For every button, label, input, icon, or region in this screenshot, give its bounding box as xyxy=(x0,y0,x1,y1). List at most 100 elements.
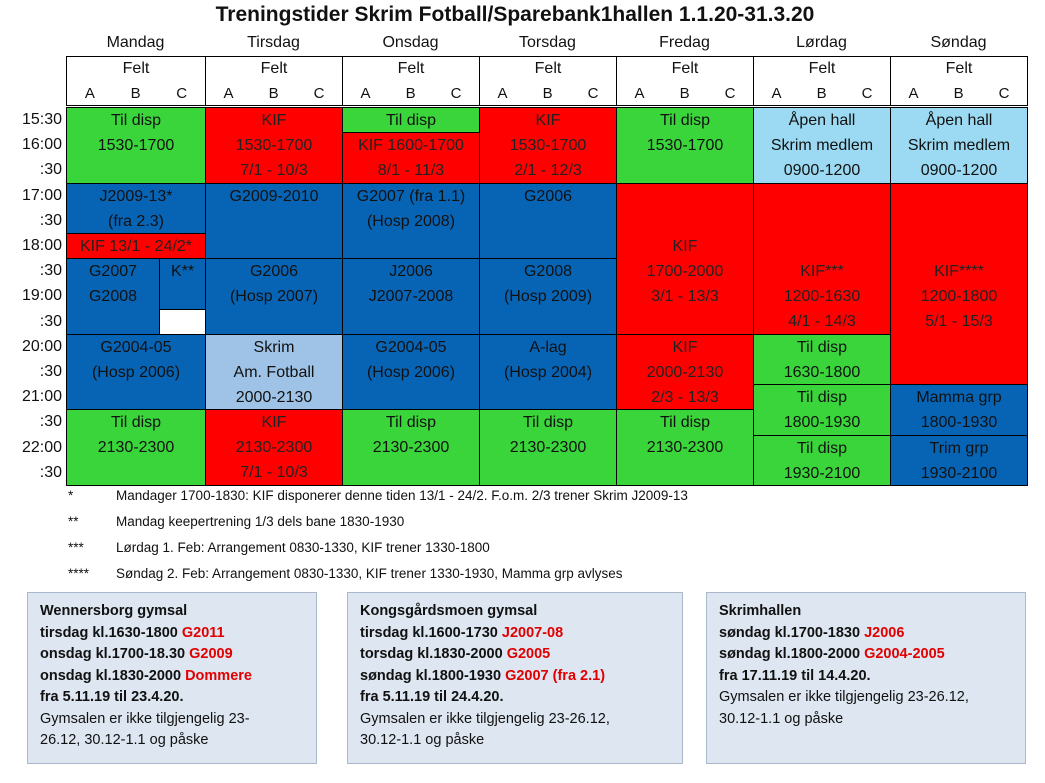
box-line-team: J2007-08 xyxy=(501,624,564,641)
schedule-cell-sun-kif: KIF**** 1200-1800 5/1 - 15/3 xyxy=(890,182,1028,386)
schedule-cell-wed-g2007: G2007 (fra 1.1) (Hosp 2008) xyxy=(342,182,480,260)
cell-text: 0900-1200 xyxy=(920,162,998,179)
cell-text: J2006 xyxy=(389,263,433,281)
cell-text: Til disp xyxy=(796,439,848,457)
felt-header-0: Felt A B C xyxy=(66,56,206,106)
schedule-cell-tue-g2006: G2006 (Hosp 2007) xyxy=(205,258,343,335)
cell-text: Til disp xyxy=(796,338,848,356)
schedule-cell-mon-k: K** xyxy=(159,258,206,310)
box-line-team: G2005 xyxy=(506,646,551,662)
box-line-text: søndag kl.1800-1930 xyxy=(360,667,506,684)
field-C: C xyxy=(587,85,599,102)
schedule-cell-sat-til-b: Til disp 1800-1930 xyxy=(753,384,891,436)
schedule-cell-tue-kif-2: KIF 2130-2300 7/1 - 10/3 xyxy=(205,409,343,486)
cell-text: G2008 xyxy=(88,288,138,306)
day-name-6: Søndag xyxy=(930,34,987,51)
schedule-cell-sun-trim: Trim grp 1930-2100 xyxy=(890,434,1028,486)
cell-text: (fra 2.3) xyxy=(107,212,164,230)
cell-text: 2130-2300 xyxy=(97,439,175,457)
cell-text: 8/1 - 11/3 xyxy=(377,162,445,180)
cell-text: Til disp xyxy=(110,414,162,432)
box-line: søndag kl.1800-2000 G2004-2005 xyxy=(719,644,1013,666)
box-note: Gymsalen er ikke tilgjengelig 23-26.12, xyxy=(719,689,969,705)
time-label: 16:00 xyxy=(21,136,62,154)
cell-text: KIF xyxy=(672,237,698,255)
cell-text: 2130-2300 xyxy=(235,439,313,457)
cell-text: 2000-2130 xyxy=(235,388,313,406)
footnote-symbol: *** xyxy=(68,540,84,555)
time-label: 22:00 xyxy=(21,438,62,456)
box-line-team: G2004-2005 xyxy=(864,646,945,662)
felt-label: Felt xyxy=(122,60,150,77)
box-line: onsdag kl.1700-18.30 G2009 xyxy=(40,644,304,666)
field-B: B xyxy=(405,85,416,102)
cell-text: 2/1 - 12/3 xyxy=(514,162,582,179)
cell-text: 1200-1630 xyxy=(783,288,861,306)
box-title: Wennersborg gymsal xyxy=(40,603,188,619)
field-letters: A B C xyxy=(891,85,1027,102)
cell-text: KIF**** xyxy=(934,263,984,281)
schedule-cell-sun-apen: Åpen hall Skrim medlem 0900-1200 xyxy=(890,107,1028,184)
cell-text: Am. Fotball xyxy=(233,363,315,381)
field-A: A xyxy=(360,85,371,102)
box-title: Skrimhallen xyxy=(719,603,802,619)
cell-text: 4/1 - 14/3 xyxy=(788,313,856,331)
field-C: C xyxy=(176,85,188,102)
box-line-text: onsdag kl.1830-2000 xyxy=(40,667,186,684)
cell-text: KIF xyxy=(261,112,287,129)
cell-text: J2007-2008 xyxy=(368,288,454,306)
schedule-cell-sun-mamma: Mamma grp 1800-1930 xyxy=(890,384,1028,436)
cell-text: KIF xyxy=(672,338,698,356)
schedule-cell-wed-j2006: J2006 J2007-2008 xyxy=(342,258,480,335)
schedule-cell-sat-kif: KIF*** 1200-1630 4/1 - 14/3 xyxy=(753,182,891,335)
field-letters: A B C xyxy=(67,85,205,102)
field-letters: A B C xyxy=(617,85,753,102)
time-label: 20:00 xyxy=(21,337,62,355)
day-name-4: Fredag xyxy=(659,34,710,51)
cell-text: KIF xyxy=(261,414,287,432)
time-label: :30 xyxy=(39,211,62,229)
box-line-text: fra 5.11.19 til 24.4.20. xyxy=(360,689,504,705)
cell-text: 7/1 - 10/3 xyxy=(240,464,308,482)
box-line-team: J2006 xyxy=(864,624,905,641)
field-A: A xyxy=(223,85,234,102)
box-title: Kongsgårdsmoen gymsal xyxy=(360,603,538,619)
box-line: torsdag kl.1830-2000 G2005 xyxy=(360,644,670,666)
field-letters: A B C xyxy=(480,85,616,102)
schedule-cell-thu-g2006: G2006 xyxy=(479,182,617,260)
schedule-cell-thu-alag: A-lag (Hosp 2004) xyxy=(479,333,617,411)
cell-text: 1930-2100 xyxy=(783,464,861,482)
info-box-2: Kongsgårdsmoen gymsal tirsdag kl.1600-173… xyxy=(347,592,683,764)
cell-text: A-lag xyxy=(529,338,567,356)
cell-text: KIF xyxy=(535,112,561,129)
felt-label: Felt xyxy=(945,60,973,77)
field-C: C xyxy=(450,85,462,102)
time-label: 15:30 xyxy=(21,111,62,128)
field-letters: A B C xyxy=(343,85,479,102)
field-C: C xyxy=(861,85,873,102)
field-letters: A B C xyxy=(206,85,342,102)
info-box-3: Skrimhallen søndag kl.1700-1830 J2006 sønd… xyxy=(706,592,1026,764)
cell-text: G2006 xyxy=(249,263,299,281)
cell-text: 1930-2100 xyxy=(920,464,998,482)
cell-text: G2009-2010 xyxy=(229,187,319,205)
schedule-cell-thu-g2008: G2008 (Hosp 2009) xyxy=(479,258,617,335)
cell-text: G2004-05 xyxy=(100,338,172,356)
cell-text: 1530-1700 xyxy=(97,137,175,154)
cell-text: Til disp xyxy=(385,414,437,432)
box-line-text: fra 17.11.19 til 14.4.20. xyxy=(719,667,871,684)
cell-text: (Hosp 2006) xyxy=(366,363,456,381)
felt-label: Felt xyxy=(671,60,699,77)
felt-header-4: Felt A B C xyxy=(616,56,754,106)
felt-label: Felt xyxy=(397,60,425,77)
footnote-text: Mandag keepertrening 1/3 dels bane 1830-… xyxy=(116,514,405,529)
felt-label: Felt xyxy=(808,60,836,77)
footnote-symbol: **** xyxy=(68,566,90,581)
cell-text: G2004-05 xyxy=(375,338,447,356)
day-name-1: Tirsdag xyxy=(247,34,300,51)
box-line-text: onsdag kl.1700-18.30 xyxy=(40,646,190,662)
cell-text: 1530-1700 xyxy=(235,137,313,154)
schedule-cell-fri-til-2: Til disp 2130-2300 xyxy=(616,409,754,486)
cell-text: 1200-1800 xyxy=(920,288,998,306)
field-B: B xyxy=(679,85,690,102)
